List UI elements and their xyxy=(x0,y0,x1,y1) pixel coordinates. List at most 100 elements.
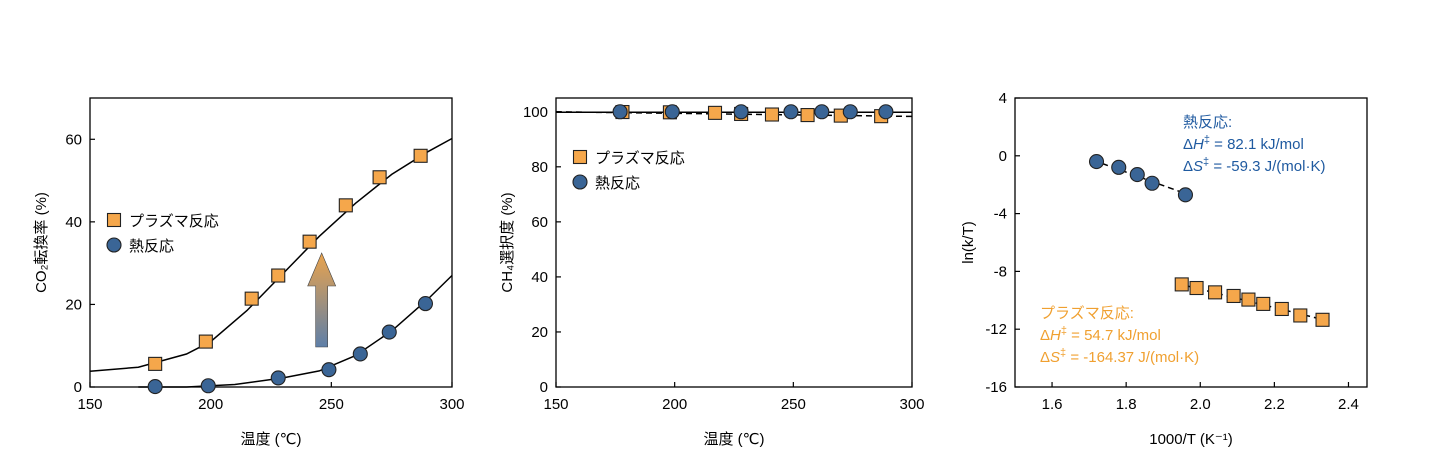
x-tick-label: 300 xyxy=(439,396,464,413)
data-point xyxy=(244,291,259,306)
double-dagger-symbol: ‡ xyxy=(1204,134,1210,146)
y-tick-label: 20 xyxy=(531,324,548,341)
data-point xyxy=(878,104,894,120)
double-dagger-symbol: ‡ xyxy=(1060,347,1066,359)
x-tick-label: 1.8 xyxy=(1116,396,1137,413)
data-point xyxy=(417,296,434,312)
entropy-symbol: S xyxy=(1193,158,1203,175)
data-point xyxy=(707,105,723,120)
y-tick-label: 40 xyxy=(65,214,82,231)
delta-symbol: Δ xyxy=(1040,349,1050,366)
data-point xyxy=(302,234,317,249)
plot-frame xyxy=(1014,97,1368,388)
data-point xyxy=(1177,187,1193,203)
y-tick-label: -4 xyxy=(994,206,1007,223)
data-point xyxy=(1144,175,1160,191)
y-tick-label: 20 xyxy=(65,296,82,313)
data-point xyxy=(147,379,163,395)
y-tick-label: 100 xyxy=(523,104,548,121)
x-tick-label: 2.0 xyxy=(1190,396,1211,413)
data-point xyxy=(1293,308,1308,323)
data-point xyxy=(198,334,213,349)
delta-symbol: Δ xyxy=(1040,327,1050,344)
y-tick-label: 0 xyxy=(74,379,82,396)
data-point xyxy=(200,378,216,394)
data-point xyxy=(1208,285,1223,300)
legend-marker xyxy=(106,237,122,253)
x-tick-label: 1.6 xyxy=(1042,396,1063,413)
plasma-annotation-dh: ΔH‡ = 54.7 kJ/mol xyxy=(1040,325,1161,344)
data-point xyxy=(664,104,680,120)
data-point xyxy=(764,107,780,122)
data-point xyxy=(733,104,749,120)
up-arrow-icon xyxy=(307,252,337,348)
y-axis-label: CH₄選択度 (%) xyxy=(499,192,516,292)
fit-line xyxy=(138,274,453,388)
y-tick-label: 60 xyxy=(531,214,548,231)
thermal-annotation-dh: ΔH‡ = 82.1 kJ/mol xyxy=(1183,134,1304,153)
data-point xyxy=(1189,280,1204,296)
data-point xyxy=(1088,154,1105,170)
y-tick-label: 0 xyxy=(540,379,548,396)
x-tick-label: 250 xyxy=(781,396,806,413)
series-plasma xyxy=(148,148,428,371)
panel-b: 150 200 250 300 0 20 40 60 80 100 温度 (℃) CH₄選択度 (%)… xyxy=(499,97,925,448)
x-axis-label: 温度 (℃) xyxy=(240,431,301,448)
series-thermal xyxy=(147,296,434,395)
series-plasma xyxy=(1174,277,1330,327)
y-tick-label: -16 xyxy=(985,379,1007,396)
y-tick-label: 4 xyxy=(999,90,1007,107)
data-point xyxy=(1241,292,1256,307)
x-tick-label: 2.4 xyxy=(1338,396,1359,413)
enthalpy-symbol: H xyxy=(1050,327,1061,344)
data-point xyxy=(1315,312,1330,327)
double-dagger-symbol: ‡ xyxy=(1061,325,1067,337)
data-point xyxy=(148,356,163,371)
data-point xyxy=(1174,277,1189,292)
thermal-annotation-ds: ΔS‡ = -59.3 J/(mol·K) xyxy=(1183,156,1325,175)
data-point xyxy=(612,104,628,120)
x-axis-label: 温度 (℃) xyxy=(703,431,764,448)
x-axis-label: 1000/T (K⁻¹) xyxy=(1149,431,1233,448)
delta-symbol: Δ xyxy=(1183,136,1193,153)
y-tick-label: 60 xyxy=(65,131,82,148)
data-point xyxy=(352,346,368,362)
y-tick-label: 80 xyxy=(531,159,548,176)
legend-label: プラズマ反応 xyxy=(129,213,219,230)
double-dagger-symbol: ‡ xyxy=(1203,156,1209,168)
data-point xyxy=(321,362,337,378)
plasma-annotation-ds: ΔS‡ = -164.37 J/(mol·K) xyxy=(1040,347,1199,366)
x-tick-label: 2.2 xyxy=(1264,396,1285,413)
data-point xyxy=(1274,301,1289,317)
data-point xyxy=(338,198,353,213)
plot-frame xyxy=(555,97,913,388)
data-point xyxy=(413,148,428,163)
y-tick-label: -8 xyxy=(994,263,1007,280)
legend-marker xyxy=(106,212,122,228)
data-point xyxy=(381,324,397,340)
delta-symbol: Δ xyxy=(1183,158,1193,175)
x-tick-label: 300 xyxy=(899,396,924,413)
x-tick-label: 250 xyxy=(319,396,344,413)
data-point xyxy=(842,104,858,120)
panel-c: 1.6 1.8 2.0 2.2 2.4 4 0 -4 -8 -12 -16 1000/T (K⁻¹) l… xyxy=(960,90,1368,448)
plasma-dh-value: = 54.7 kJ/mol xyxy=(1067,327,1161,344)
series-thermal xyxy=(612,104,894,120)
data-point xyxy=(1256,296,1271,311)
data-point xyxy=(800,108,815,123)
x-tick-label: 150 xyxy=(543,396,568,413)
data-point xyxy=(814,104,830,120)
data-point xyxy=(271,268,286,283)
thermal-dh-value: = 82.1 kJ/mol xyxy=(1210,136,1304,153)
x-tick-label: 200 xyxy=(198,396,223,413)
data-point xyxy=(1226,288,1241,304)
data-point xyxy=(372,170,387,185)
legend-marker xyxy=(572,174,588,190)
y-tick-label: 0 xyxy=(999,148,1007,165)
y-axis-label: CO₂転換率 (%) xyxy=(33,192,50,293)
data-point xyxy=(1129,167,1145,183)
x-tick-label: 200 xyxy=(662,396,687,413)
x-tick-label: 150 xyxy=(77,396,102,413)
entropy-symbol: S xyxy=(1050,349,1060,366)
